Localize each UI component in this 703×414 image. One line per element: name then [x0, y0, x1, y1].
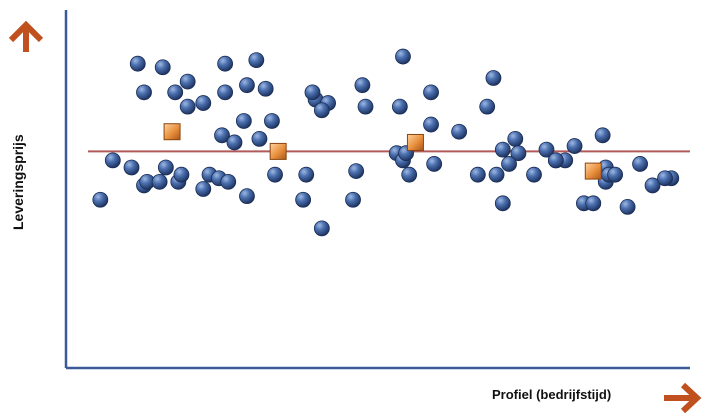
data-point [92, 191, 109, 208]
data-point [195, 181, 212, 197]
data-point [657, 170, 673, 187]
data-point [423, 84, 439, 101]
data-point [173, 166, 190, 183]
data-point [257, 80, 274, 97]
data-point [214, 127, 230, 144]
data-point [632, 156, 648, 172]
data-point [313, 102, 330, 119]
data-point [401, 166, 418, 183]
data-point [104, 152, 121, 169]
data-point [585, 195, 602, 212]
data-point [179, 98, 196, 115]
data-point [619, 198, 636, 215]
data-point [354, 77, 371, 94]
data-point [264, 113, 280, 129]
data-point [304, 84, 321, 101]
data-point [469, 166, 486, 183]
data-point [345, 191, 361, 208]
data-point [167, 84, 184, 101]
data-point [179, 73, 196, 90]
data-point [357, 98, 374, 115]
data-point [251, 130, 268, 147]
data-point [220, 173, 237, 190]
data-point [226, 134, 243, 151]
y-axis-label: Leveringsprijs [10, 134, 26, 230]
highlight-marker [584, 162, 602, 180]
data-point [129, 55, 146, 72]
data-point [151, 173, 168, 190]
data-point [538, 141, 555, 158]
data-point [488, 166, 505, 183]
data-point [395, 48, 411, 65]
axis-arrows [8, 20, 702, 414]
data-point [566, 138, 583, 154]
data-point [217, 55, 234, 72]
data-point [594, 127, 611, 144]
data-point [239, 77, 255, 94]
data-points [92, 48, 680, 237]
data-point [526, 166, 542, 183]
highlight-marker [163, 123, 181, 141]
data-point [426, 156, 443, 172]
data-point [510, 145, 527, 162]
x-axis-label: Profiel (bedrijfstijd) [492, 387, 612, 402]
data-point [154, 59, 171, 76]
data-point [295, 191, 312, 208]
data-point [507, 130, 524, 147]
x-axis-arrow-icon [664, 382, 702, 414]
data-point [547, 152, 564, 169]
data-point [123, 159, 140, 176]
axes [64, 10, 690, 370]
highlight-markers [163, 123, 602, 180]
data-point [501, 156, 517, 172]
data-point [239, 188, 255, 205]
data-point [451, 123, 468, 140]
highlight-marker [406, 133, 424, 151]
data-point [644, 177, 661, 194]
data-point [267, 166, 283, 183]
data-point [313, 220, 330, 237]
data-point [423, 116, 439, 133]
data-point [248, 52, 265, 69]
data-point [494, 141, 511, 158]
data-point [607, 166, 624, 183]
data-point [136, 84, 152, 101]
data-point [195, 95, 212, 111]
data-point [485, 70, 502, 86]
y-axis-arrow-icon [8, 20, 44, 52]
data-point [235, 113, 252, 129]
data-point [348, 163, 365, 180]
data-point [494, 195, 511, 212]
data-point [391, 98, 408, 115]
data-point [217, 84, 234, 101]
highlight-marker [269, 142, 287, 160]
data-point [479, 98, 496, 115]
data-point [298, 166, 315, 183]
data-point [157, 159, 174, 176]
